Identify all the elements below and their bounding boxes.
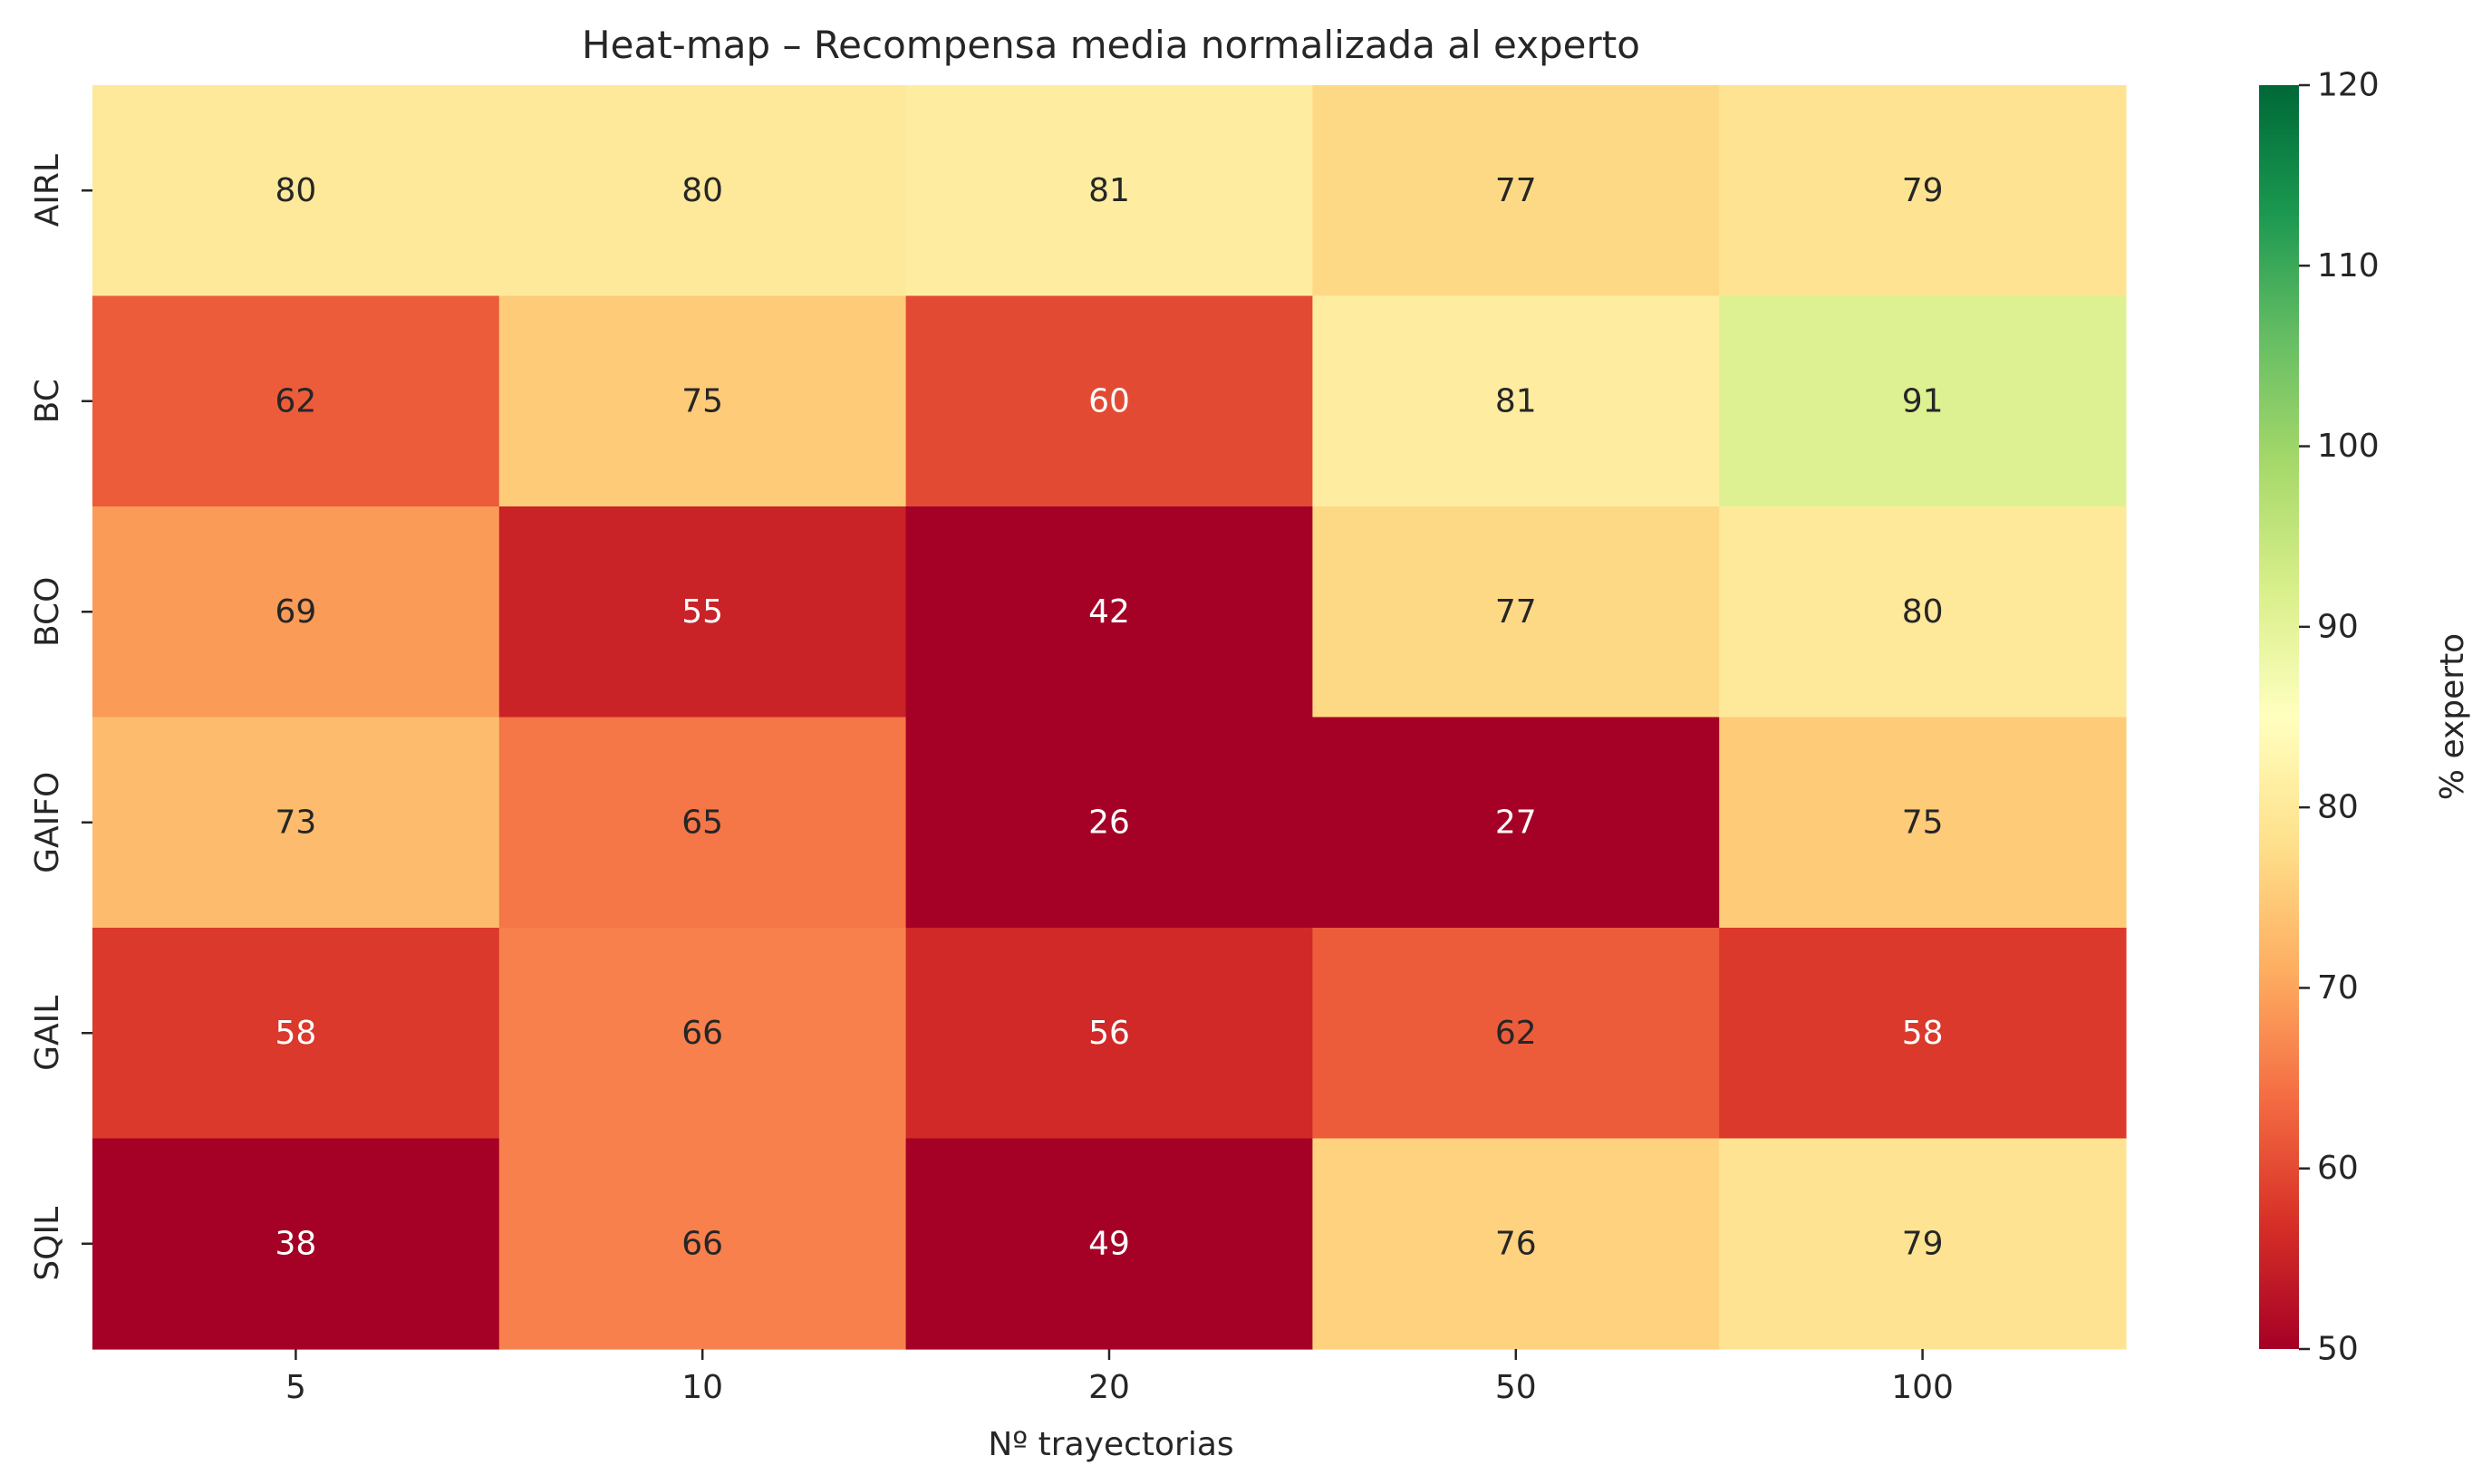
heatmap-cell bbox=[92, 85, 500, 297]
colorbar-tick-label: 60 bbox=[2317, 1150, 2359, 1187]
heatmap-cell bbox=[498, 506, 907, 718]
colorbar-tick-label: 70 bbox=[2317, 969, 2359, 1007]
cell-value-label: 27 bbox=[1495, 804, 1537, 841]
cell-value-label: 69 bbox=[275, 593, 316, 631]
cell-value-label: 81 bbox=[1495, 382, 1537, 419]
heatmap-cell bbox=[905, 85, 1313, 297]
heatmap-cell bbox=[1312, 506, 1720, 718]
cell-value-label: 55 bbox=[681, 593, 723, 631]
heatmap-cell bbox=[905, 717, 1313, 929]
y-tick-label: GAIL bbox=[29, 996, 66, 1071]
heatmap-cell bbox=[92, 295, 500, 507]
heatmap-cell bbox=[1719, 717, 2127, 929]
cell-value-label: 62 bbox=[275, 382, 316, 419]
cell-value-label: 80 bbox=[1902, 593, 1944, 631]
cell-value-label: 60 bbox=[1088, 382, 1130, 419]
cell-value-label: 58 bbox=[1902, 1015, 1944, 1052]
cell-value-label: 80 bbox=[681, 172, 723, 209]
heatmap-cell bbox=[1312, 928, 1720, 1140]
x-tick-label: 100 bbox=[1891, 1369, 1954, 1406]
heatmap-cell bbox=[498, 295, 907, 507]
x-tick-label: 10 bbox=[681, 1369, 723, 1406]
heatmap-cell bbox=[92, 717, 500, 929]
heatmap-cell bbox=[92, 506, 500, 718]
cell-value-label: 42 bbox=[1088, 593, 1130, 631]
heatmap-cell bbox=[1312, 717, 1720, 929]
heatmap-cell bbox=[1312, 1138, 1720, 1350]
cell-value-label: 77 bbox=[1495, 172, 1537, 209]
heatmap-cells: 80 80 81 77 79 62 75 60 81 91 69 55 42 77 80 73 65 26 27 75… bbox=[92, 85, 2127, 1350]
y-tick-label: GAIFO bbox=[29, 772, 66, 873]
cell-value-label: 91 bbox=[1902, 382, 1944, 419]
colorbar-axis: 50 60 70 80 90 100 110 120 bbox=[2299, 67, 2380, 1368]
y-axis: AIRL BC BCO GAIFO GAIL SQIL bbox=[29, 154, 92, 1281]
cell-value-label: 65 bbox=[681, 804, 723, 841]
colorbar-label: % experto bbox=[2434, 633, 2471, 800]
colorbar-tick-label: 80 bbox=[2317, 789, 2359, 826]
cell-value-label: 56 bbox=[1088, 1015, 1130, 1052]
chart-title: Heat-map – Recompensa media normalizada … bbox=[582, 23, 1640, 67]
cell-value-label: 26 bbox=[1088, 804, 1130, 841]
y-tick-label: SQIL bbox=[29, 1207, 66, 1281]
cell-value-label: 75 bbox=[681, 382, 723, 419]
x-tick-label: 5 bbox=[285, 1369, 306, 1406]
heatmap-cell bbox=[498, 717, 907, 929]
cell-value-label: 66 bbox=[681, 1225, 723, 1262]
cell-value-label: 80 bbox=[275, 172, 316, 209]
cell-value-label: 73 bbox=[275, 804, 316, 841]
cell-value-label: 75 bbox=[1902, 804, 1944, 841]
y-tick-label: AIRL bbox=[29, 154, 66, 226]
y-tick-label: BC bbox=[29, 379, 66, 423]
x-axis: 5 10 20 50 100 bbox=[285, 1349, 1954, 1406]
x-tick-label: 50 bbox=[1495, 1369, 1537, 1406]
cell-value-label: 66 bbox=[681, 1015, 723, 1052]
heatmap-cell bbox=[498, 85, 907, 297]
cell-value-label: 79 bbox=[1902, 1225, 1944, 1262]
heatmap-cell bbox=[905, 1138, 1313, 1350]
cell-value-label: 81 bbox=[1088, 172, 1130, 209]
y-tick-label: BCO bbox=[29, 576, 66, 647]
heatmap-cell bbox=[1719, 1138, 2127, 1350]
x-axis-label: Nº trayectorias bbox=[988, 1426, 1233, 1463]
heatmap-cell bbox=[1719, 295, 2127, 507]
cell-value-label: 38 bbox=[275, 1225, 316, 1262]
colorbar-tick-label: 50 bbox=[2317, 1331, 2359, 1368]
heatmap-cell bbox=[1719, 85, 2127, 297]
cell-value-label: 77 bbox=[1495, 593, 1537, 631]
cell-value-label: 49 bbox=[1088, 1225, 1130, 1262]
heatmap-cell bbox=[905, 506, 1313, 718]
heatmap-cell bbox=[1719, 506, 2127, 718]
colorbar-tick-label: 120 bbox=[2317, 67, 2380, 104]
x-tick-label: 20 bbox=[1088, 1369, 1130, 1406]
heatmap-cell bbox=[905, 295, 1313, 507]
colorbar-tick-label: 90 bbox=[2317, 608, 2359, 645]
heatmap-cell bbox=[498, 928, 907, 1140]
heatmap-cell bbox=[92, 1138, 500, 1350]
heatmap-cell bbox=[1312, 295, 1720, 507]
heatmap-cell bbox=[905, 928, 1313, 1140]
colorbar-tick-label: 100 bbox=[2317, 428, 2380, 465]
cell-value-label: 58 bbox=[275, 1015, 316, 1052]
cell-value-label: 62 bbox=[1495, 1015, 1537, 1052]
colorbar bbox=[2259, 85, 2299, 1349]
cell-value-label: 79 bbox=[1902, 172, 1944, 209]
heatmap-cell bbox=[1719, 928, 2127, 1140]
cell-value-label: 76 bbox=[1495, 1225, 1537, 1262]
heatmap-cell bbox=[1312, 85, 1720, 297]
heatmap-cell bbox=[92, 928, 500, 1140]
heatmap-cell bbox=[498, 1138, 907, 1350]
colorbar-tick-label: 110 bbox=[2317, 247, 2380, 284]
